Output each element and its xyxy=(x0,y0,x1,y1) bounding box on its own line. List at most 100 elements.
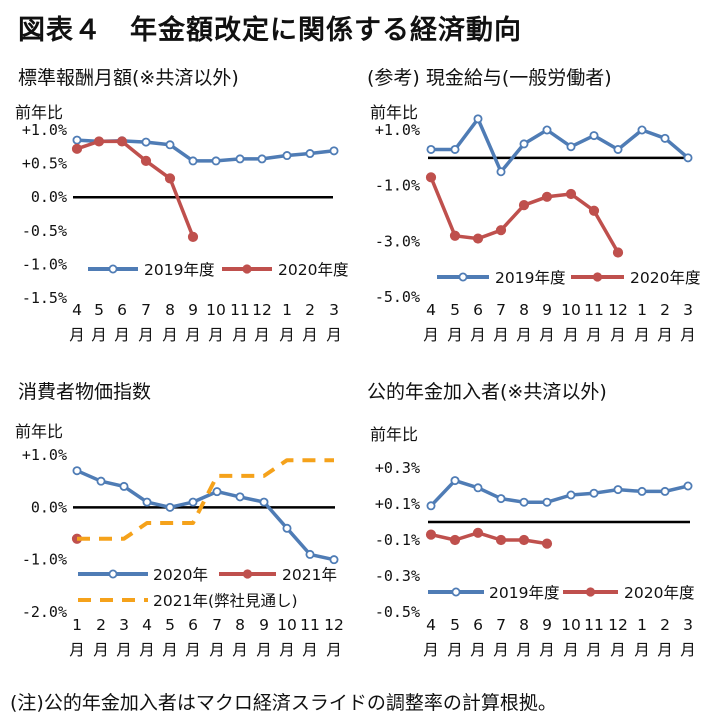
data-point xyxy=(660,133,670,143)
x-tick-label: 4 xyxy=(72,301,82,319)
x-tick-label: 8 xyxy=(165,301,175,319)
data-point xyxy=(565,188,577,200)
y-tick-label: -2.0% xyxy=(22,603,67,621)
chart-panel-1: 標準報酬月額(※共済以外) 前年比+1.0% +0.5% 0.0% -0.5% -1.0%… xyxy=(15,67,348,344)
legend-label: 2020年度 xyxy=(624,584,694,602)
legend-label: 2020年度 xyxy=(278,261,348,279)
x-tick-label: 4 xyxy=(426,301,436,319)
y-tick-label: -3.0% xyxy=(375,232,420,250)
panel-title: 標準報酬月額(※共済以外) xyxy=(18,67,239,89)
data-point xyxy=(212,487,222,497)
x-tick-label: 9 xyxy=(188,301,198,319)
data-point xyxy=(426,501,436,511)
x-tick-unit: 月 xyxy=(447,326,463,344)
chart-panel-3: 消費者物価指数前年比+1.0%0.0%-1.0%-2.0%1月2月3月4月5月6… xyxy=(15,381,344,659)
data-point xyxy=(588,205,600,216)
data-point xyxy=(518,200,530,211)
data-point xyxy=(473,483,483,493)
legend-marker xyxy=(242,569,253,579)
series-line xyxy=(75,138,336,163)
data-point xyxy=(589,488,599,498)
legend-label: 2020年 xyxy=(153,566,208,584)
y-tick-label: -0.1% xyxy=(375,531,420,549)
data-point xyxy=(637,125,647,135)
x-tick-label: 5 xyxy=(450,301,460,319)
series-line xyxy=(77,458,334,541)
data-point xyxy=(165,502,175,512)
x-tick-label: 3 xyxy=(683,616,693,634)
panel-title: (参考) 現金給与(一般労働者) xyxy=(367,67,612,89)
x-tick-unit: 月 xyxy=(114,326,130,344)
x-tick-label: 9 xyxy=(542,301,552,319)
x-tick-label: 8 xyxy=(519,301,529,319)
x-tick-unit: 月 xyxy=(326,326,342,344)
data-point xyxy=(496,167,506,177)
legend-marker xyxy=(108,569,118,579)
data-point xyxy=(235,154,245,164)
data-point xyxy=(305,149,315,159)
x-tick-label: 12 xyxy=(608,301,628,319)
x-tick-unit: 月 xyxy=(470,326,486,344)
x-tick-label: 6 xyxy=(473,616,483,634)
data-point xyxy=(71,143,83,154)
data-point xyxy=(495,225,507,236)
panel-title: 公的年金加入者(※共済以外) xyxy=(367,381,607,403)
series-line xyxy=(429,478,690,508)
data-point xyxy=(116,136,128,147)
data-point xyxy=(72,466,82,476)
data-point xyxy=(613,485,623,495)
x-tick-unit: 月 xyxy=(279,326,295,344)
y-tick-label: -5.0% xyxy=(375,288,420,306)
data-point xyxy=(257,154,267,164)
x-tick-label: 1 xyxy=(637,616,647,634)
legend-marker xyxy=(451,587,461,597)
y-tick-label: -1.0% xyxy=(375,177,420,195)
data-point xyxy=(450,476,460,486)
data-point xyxy=(282,151,292,161)
y-tick-label: +0.3% xyxy=(375,459,420,477)
y-tick-label: -1.5% xyxy=(22,289,67,307)
x-tick-label: 6 xyxy=(188,616,198,634)
x-tick-unit: 月 xyxy=(254,326,270,344)
x-tick-unit: 月 xyxy=(185,641,201,659)
x-tick-unit: 月 xyxy=(634,641,650,659)
y-tick-label: -0.3% xyxy=(375,567,420,585)
x-tick-unit: 月 xyxy=(139,641,155,659)
legend-marker xyxy=(592,272,603,282)
data-point xyxy=(305,549,315,559)
x-tick-label: 11 xyxy=(584,616,604,634)
x-tick-label: 10 xyxy=(206,301,226,319)
panel-title: 消費者物価指数 xyxy=(18,381,151,403)
x-tick-label: 5 xyxy=(165,616,175,634)
x-tick-unit: 月 xyxy=(539,326,555,344)
x-tick-unit: 月 xyxy=(302,326,318,344)
x-tick-label: 9 xyxy=(259,616,269,634)
series-line xyxy=(75,139,195,239)
x-tick-label: 2 xyxy=(660,616,670,634)
x-tick-label: 11 xyxy=(230,301,250,319)
x-tick-label: 10 xyxy=(561,301,581,319)
data-point xyxy=(211,156,221,166)
x-tick-unit: 月 xyxy=(279,641,295,659)
data-point xyxy=(637,486,647,496)
x-tick-unit: 月 xyxy=(326,641,342,659)
data-point xyxy=(589,131,599,141)
x-tick-unit: 月 xyxy=(470,641,486,659)
y-axis-label: 前年比 xyxy=(15,103,63,122)
x-tick-unit: 月 xyxy=(493,326,509,344)
data-point xyxy=(449,534,461,546)
series-line xyxy=(429,531,549,546)
data-point xyxy=(141,137,151,147)
data-point xyxy=(187,231,199,242)
data-point xyxy=(235,492,245,502)
y-tick-label: +1.0% xyxy=(22,446,67,464)
data-point xyxy=(683,153,693,163)
y-tick-label: -0.5% xyxy=(22,222,67,240)
x-tick-unit: 月 xyxy=(680,326,696,344)
x-tick-label: 12 xyxy=(324,616,344,634)
data-point xyxy=(142,497,152,507)
data-point xyxy=(329,555,339,565)
data-point xyxy=(449,230,461,241)
x-tick-unit: 月 xyxy=(563,641,579,659)
